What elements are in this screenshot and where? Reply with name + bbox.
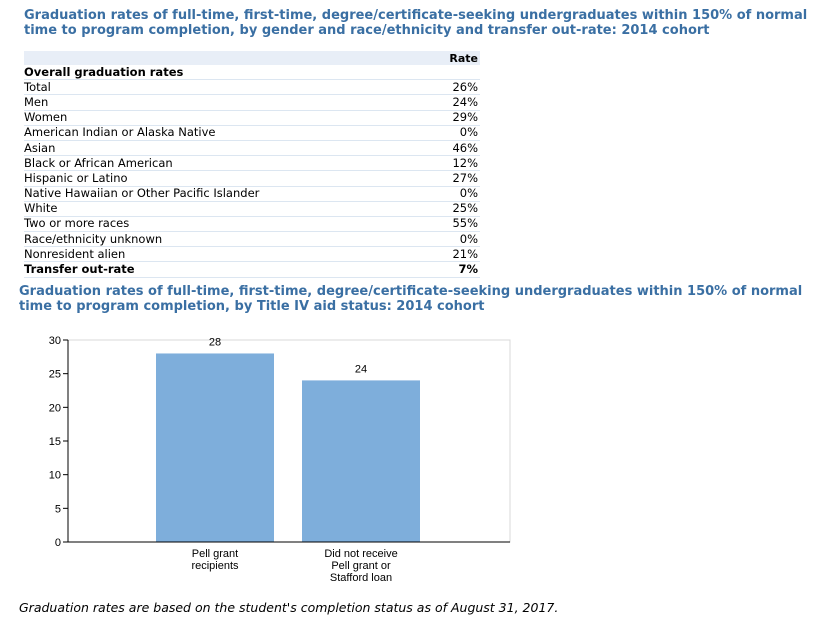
bar <box>302 380 420 542</box>
table-row: Women 29% <box>24 110 480 126</box>
table-row: Native Hawaiian or Other Pacific Islande… <box>24 186 480 202</box>
row-label: Overall graduation rates <box>24 65 428 81</box>
row-label: Men <box>24 94 428 111</box>
row-rate: 46% <box>427 140 480 157</box>
table-row: Hispanic or Latino 27% <box>24 170 480 187</box>
row-rate: 0% <box>427 125 480 141</box>
table-row: Total 26% <box>24 79 480 96</box>
x-category-label: Pell grant <box>192 548 238 560</box>
table-header-row: Rate <box>24 51 480 65</box>
row-rate: 25% <box>427 201 480 217</box>
table-title: Graduation rates of full-time, first-tim… <box>24 8 808 38</box>
y-tick-label: 0 <box>55 537 61 549</box>
plot-frame <box>67 339 511 543</box>
rate-column-header: Rate <box>427 51 480 65</box>
row-rate: 12% <box>427 155 480 172</box>
y-tick-label: 20 <box>49 402 61 414</box>
row-rate: 27% <box>427 170 480 187</box>
table-row: Two or more races 55% <box>24 216 480 233</box>
row-label: Hispanic or Latino <box>24 170 428 187</box>
row-rate: 24% <box>427 94 480 111</box>
table-row: Overall graduation rates <box>24 65 480 81</box>
row-rate: 7% <box>427 261 480 278</box>
y-tick-label: 30 <box>49 335 61 347</box>
bar-value-label: 24 <box>355 363 367 375</box>
table-row: Men 24% <box>24 94 480 111</box>
row-label: American Indian or Alaska Native <box>24 125 428 141</box>
row-rate: 0% <box>427 231 480 248</box>
table-row: Race/ethnicity unknown 0% <box>24 231 480 248</box>
row-label: White <box>24 201 428 217</box>
x-category-label: Did not receive <box>324 548 397 560</box>
row-rate: 55% <box>427 216 480 233</box>
bar-value-label: 28 <box>209 336 221 348</box>
y-tick-label: 10 <box>49 470 61 482</box>
table-row: White 25% <box>24 201 480 217</box>
table-row: Asian 46% <box>24 140 480 157</box>
y-tick-label: 25 <box>49 369 61 381</box>
row-label: Native Hawaiian or Other Pacific Islande… <box>24 186 428 202</box>
row-rate: 0% <box>427 186 480 202</box>
row-label: Nonresident alien <box>24 246 428 263</box>
chart-title: Graduation rates of full-time, first-tim… <box>19 284 803 314</box>
y-tick-label: 15 <box>49 436 61 448</box>
row-label: Black or African American <box>24 155 428 172</box>
table-header-blank <box>24 51 428 65</box>
row-label: Race/ethnicity unknown <box>24 231 428 248</box>
table-row: Transfer out-rate 7% <box>24 261 480 278</box>
row-label: Transfer out-rate <box>24 261 428 278</box>
table-row: American Indian or Alaska Native 0% <box>24 125 480 141</box>
footnote: Graduation rates are based on the studen… <box>19 600 559 615</box>
table-row: Nonresident alien 21% <box>24 246 480 263</box>
bar <box>156 353 274 542</box>
row-label: Women <box>24 110 428 126</box>
x-category-label: Pell grant or <box>331 560 391 572</box>
row-label: Two or more races <box>24 216 428 233</box>
row-rate: 26% <box>427 79 480 96</box>
x-category-label: recipients <box>191 560 239 572</box>
y-tick-label: 5 <box>55 503 61 515</box>
graduation-rates-table: Rate Overall graduation rates Total 26% Men… <box>24 51 480 278</box>
row-label: Asian <box>24 140 428 157</box>
row-label: Total <box>24 79 428 96</box>
table-row: Black or African American 12% <box>24 155 480 172</box>
x-category-label: Stafford loan <box>330 572 392 584</box>
row-rate: 21% <box>427 246 480 263</box>
row-rate: 29% <box>427 110 480 126</box>
row-rate <box>427 65 480 81</box>
